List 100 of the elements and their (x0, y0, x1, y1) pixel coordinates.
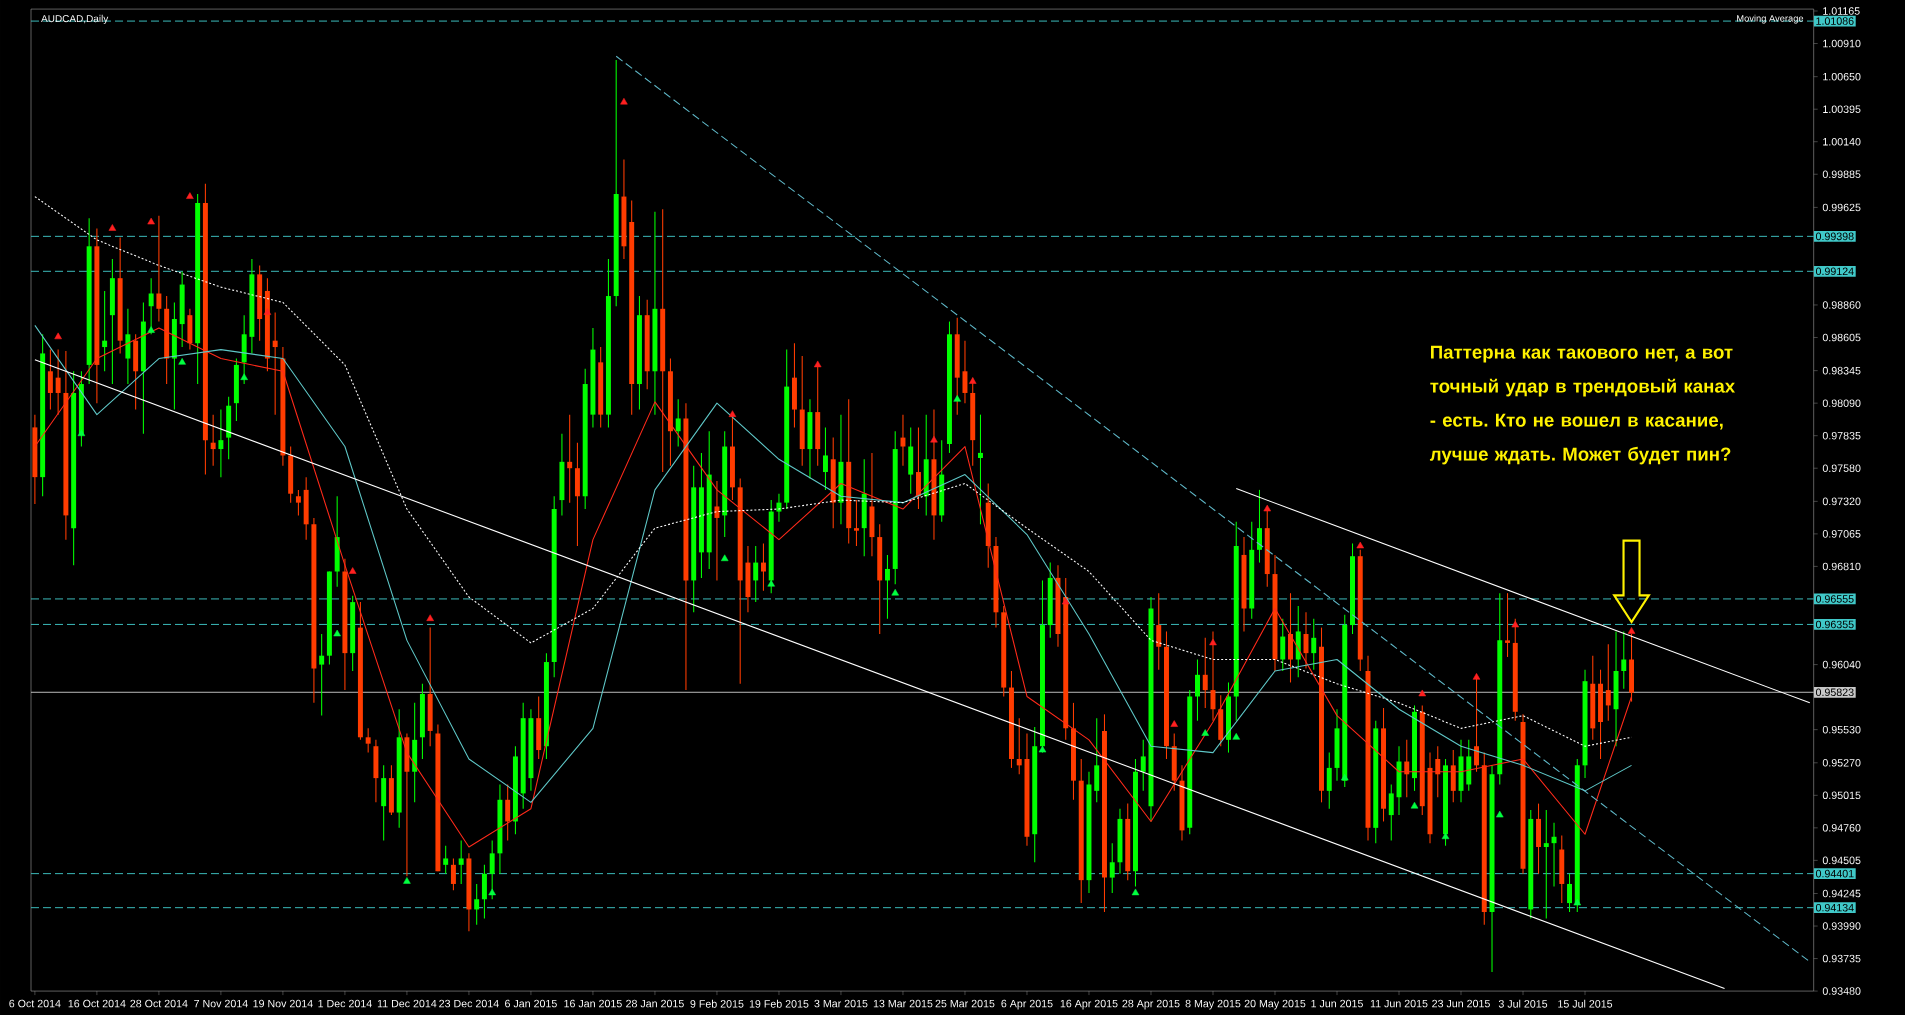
candlestick (218, 409, 224, 478)
ref-line-label: 0.96355 (1815, 620, 1854, 629)
candlestick (365, 727, 371, 754)
x-tick-label: 6 Jan 2015 (505, 999, 557, 1008)
candlestick (1605, 643, 1611, 722)
x-tick-label: 16 Apr 2015 (1060, 999, 1118, 1010)
point (1573, 898, 1582, 906)
point (77, 429, 86, 437)
y-tick-label: 1.00650 (1823, 72, 1861, 81)
x-tick-label: 13 Mar 2015 (873, 999, 933, 1008)
x-tick-label: 15 Jul 2015 (1558, 999, 1613, 1008)
y-tick-label: 0.93990 (1822, 922, 1861, 930)
y-tick-label: 0.95270 (1822, 759, 1861, 767)
candlestick (1543, 809, 1549, 919)
x-tick-label: 19 Nov 2014 (253, 999, 313, 1008)
candlestick (1311, 618, 1317, 671)
y-tick-label: 0.97580 (1822, 464, 1861, 472)
point (767, 579, 775, 587)
candlestick (884, 554, 890, 620)
candlestick (1109, 842, 1115, 894)
x-tick-label: 19 Feb 2015 (749, 999, 809, 1008)
candlestick (753, 545, 759, 603)
point (1496, 810, 1504, 818)
point (1410, 801, 1419, 809)
point (147, 217, 155, 225)
point (1209, 638, 1217, 646)
candlestick (675, 398, 681, 448)
candlestick (1257, 489, 1262, 564)
y-tick-label: 1.01165 (1823, 7, 1860, 15)
x-tick-label: 6 Oct 2014 (9, 999, 61, 1008)
point (968, 377, 977, 384)
annotation: Паттерна как такового нет, а вот точный удар в трендовый канах - есть. Кто не вошел в касание, лучше ждать. Может будет пин? (1429, 345, 1736, 465)
candlestick (1388, 783, 1394, 842)
point (620, 97, 628, 105)
x-tick-label: 28 Jan 2015 (626, 999, 684, 1008)
point (403, 877, 411, 884)
x-tick-label: 16 Oct 2014 (68, 999, 126, 1008)
candlestick (567, 414, 573, 504)
point (953, 395, 961, 402)
candlestick (822, 426, 828, 491)
point (333, 629, 341, 637)
y-tick-label: 0.95530 (1822, 725, 1861, 734)
candlestick (489, 840, 495, 900)
candlestick (1202, 637, 1208, 709)
point (1511, 620, 1519, 628)
point (1038, 745, 1047, 753)
y-tick-label: 0.99625 (1822, 203, 1861, 212)
candlestick (474, 883, 480, 926)
point (720, 554, 729, 562)
x-tick-label: 25 Mar 2015 (935, 999, 995, 1008)
point (147, 326, 155, 333)
candlestick (450, 857, 456, 891)
y-tick-label: 0.98605 (1822, 333, 1861, 342)
y-tick-label: 0.94760 (1822, 824, 1861, 832)
point (1131, 888, 1140, 896)
ref-line-label: 0.94134 (1815, 903, 1854, 912)
ref-line-label: 0.99398 (1815, 232, 1854, 241)
candlestick (760, 542, 766, 592)
candlestick (1140, 739, 1146, 792)
point (54, 332, 62, 340)
candlestick (1280, 618, 1286, 672)
candlestick (319, 633, 325, 717)
candlestick (458, 840, 464, 885)
point (1062, 597, 1070, 605)
y-tick-label: 0.98860 (1822, 301, 1861, 309)
candlestick (505, 783, 511, 842)
x-tick-label: 16 Jan 2015 (564, 999, 622, 1008)
candlestick (295, 489, 301, 516)
y-tick-label: 0.96810 (1822, 562, 1861, 571)
x-tick-label: 23 Jun 2015 (1432, 999, 1490, 1008)
y-tick-label: 1.00395 (1823, 105, 1861, 113)
point (1627, 627, 1636, 634)
x-tick-label: 11 Jun 2015 (1370, 999, 1428, 1008)
point (728, 410, 737, 417)
y-tick-label: 0.97065 (1822, 530, 1861, 538)
candlestick (714, 480, 720, 581)
text: AUDCAD,Daily (41, 14, 109, 25)
point (930, 435, 938, 443)
candlestick (977, 414, 983, 525)
y-tick-label: 0.97835 (1822, 431, 1861, 440)
y-tick-label: 0.96040 (1822, 660, 1861, 669)
candlestick (900, 414, 906, 467)
y-tick-label: 0.99885 (1822, 170, 1861, 179)
candlestick (1195, 658, 1200, 722)
point (1441, 832, 1450, 840)
point (348, 567, 357, 574)
point (813, 360, 822, 368)
candlestick (776, 493, 782, 523)
x-tick-label: 3 Jul 2015 (1498, 999, 1548, 1008)
y-tick-label: 0.98090 (1822, 399, 1861, 407)
candlestick (272, 312, 278, 416)
point (1341, 773, 1349, 781)
point (891, 588, 899, 596)
point (1201, 729, 1209, 736)
point (1356, 541, 1364, 549)
candlestick (1435, 745, 1441, 798)
point (1418, 689, 1426, 697)
point (178, 358, 186, 365)
candlestick (853, 499, 859, 547)
x-tick-label: 28 Oct 2014 (130, 999, 188, 1008)
